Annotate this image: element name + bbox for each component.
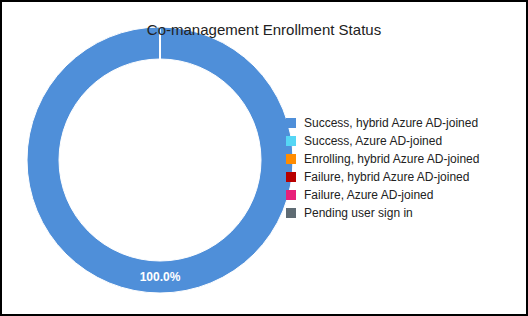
html-text:Co-management Enrollment Statu: Co-management Enrollment Status (146, 21, 382, 38)
html-text:Success, hybrid Azure AD-joine: Success, hybrid Azure AD-joined (304, 116, 479, 130)
html-text:Enrolling, hybrid Azure AD-joi: Enrolling, hybrid Azure AD-joined (304, 152, 480, 166)
svg-text:100.0%: 100.0% (140, 270, 181, 284)
html-text:Pending user sign in: Pending user sign in (304, 206, 413, 220)
html-text:Success, Azure AD-joined: Success, Azure AD-joined (304, 134, 443, 148)
html-text:Failure, hybrid Azure AD-joine: Failure, hybrid Azure AD-joined (304, 170, 470, 184)
html-text:Failure, Azure AD-joined: Failure, Azure AD-joined (304, 188, 434, 202)
